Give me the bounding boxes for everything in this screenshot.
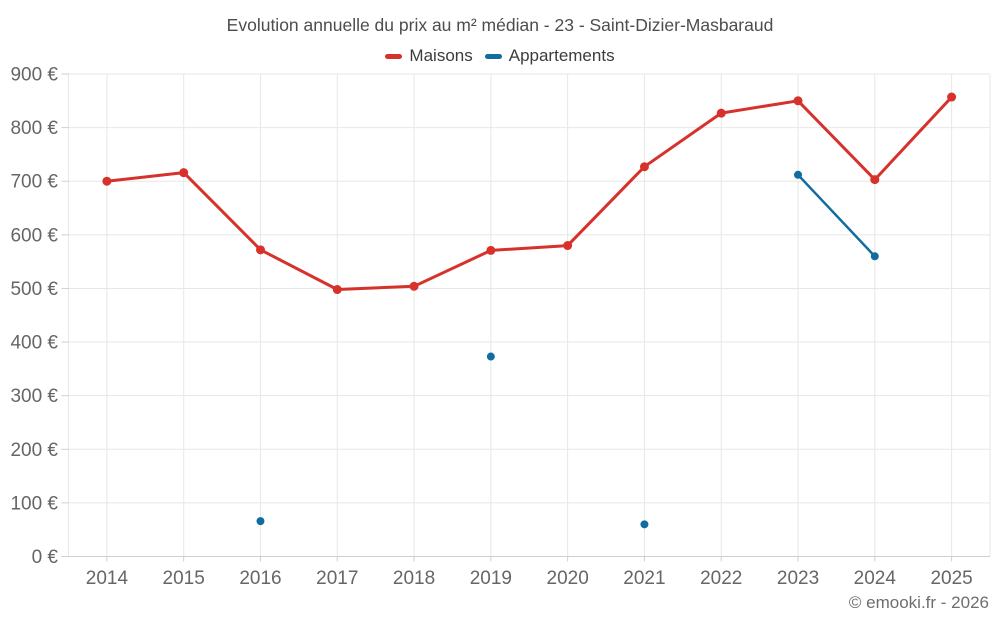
x-axis-label-2022: 2022 xyxy=(700,568,742,589)
data-point-appartements-2024[interactable] xyxy=(870,252,879,261)
x-axis-label-2024: 2024 xyxy=(854,568,897,589)
data-point-appartements-2021[interactable] xyxy=(640,520,649,529)
x-axis-label-2014: 2014 xyxy=(86,568,129,589)
data-point-maisons-2023[interactable] xyxy=(793,96,803,106)
data-point-maisons-2018[interactable] xyxy=(409,281,419,291)
x-axis-label-2016: 2016 xyxy=(239,568,281,589)
x-axis-label-2015: 2015 xyxy=(163,568,205,589)
data-point-appartements-2023[interactable] xyxy=(794,170,803,179)
footer-credit: © emooki.fr - 2026 xyxy=(848,593,989,612)
legend-label-maisons: Maisons xyxy=(409,46,473,65)
legend-swatch-maisons-icon xyxy=(385,53,403,59)
y-axis-label-600: 600 € xyxy=(10,225,58,246)
data-point-maisons-2025[interactable] xyxy=(947,92,957,102)
x-axis-label-2019: 2019 xyxy=(470,568,512,589)
y-axis-label-200: 200 € xyxy=(10,440,58,461)
data-point-maisons-2016[interactable] xyxy=(255,245,265,255)
legend-item-appartements[interactable]: Appartements xyxy=(484,46,615,66)
x-axis-label-2023: 2023 xyxy=(777,568,819,589)
y-axis-label-500: 500 € xyxy=(10,279,58,300)
data-point-maisons-2024[interactable] xyxy=(870,175,880,185)
y-axis-label-100: 100 € xyxy=(10,493,58,514)
x-axis-label-2017: 2017 xyxy=(316,568,358,589)
data-point-maisons-2020[interactable] xyxy=(563,241,573,251)
data-point-maisons-2017[interactable] xyxy=(332,285,342,295)
y-axis-label-800: 800 € xyxy=(10,118,58,139)
maisons-line xyxy=(105,95,954,291)
x-axis-label-2020: 2020 xyxy=(547,568,589,589)
data-point-appartements-2019[interactable] xyxy=(486,352,495,361)
legend-item-maisons[interactable]: Maisons xyxy=(385,46,473,66)
y-axis-label-0: 0 € xyxy=(32,547,59,568)
chart-title: Evolution annuelle du prix au m² médian … xyxy=(226,15,774,35)
data-point-maisons-2019[interactable] xyxy=(486,245,496,255)
x-axis-label-2021: 2021 xyxy=(623,568,665,589)
data-point-maisons-2022[interactable] xyxy=(716,108,726,118)
x-axis-label-2018: 2018 xyxy=(393,568,435,589)
legend-swatch-appartements-icon xyxy=(484,53,502,59)
x-axis-label-2025: 2025 xyxy=(930,568,972,589)
legend-label-appartements: Appartements xyxy=(508,46,615,65)
data-point-appartements-2016[interactable] xyxy=(256,517,265,526)
y-axis-label-700: 700 € xyxy=(10,172,58,193)
data-point-maisons-2021[interactable] xyxy=(639,162,649,172)
appartements-line xyxy=(796,173,877,258)
y-axis-label-400: 400 € xyxy=(10,333,58,354)
data-point-maisons-2014[interactable] xyxy=(102,176,112,186)
y-axis-label-900: 900 € xyxy=(10,65,58,86)
legend: Maisons Appartements xyxy=(0,46,1000,66)
data-point-maisons-2015[interactable] xyxy=(179,168,189,178)
y-axis-label-300: 300 € xyxy=(10,386,58,407)
